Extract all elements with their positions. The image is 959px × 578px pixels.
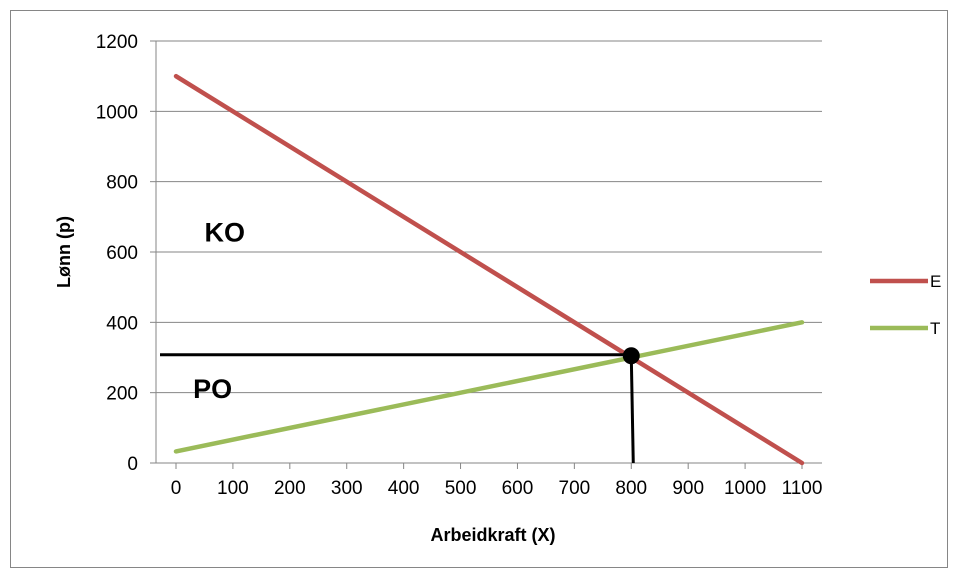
series-lines <box>173 73 805 466</box>
x-tick-labels: 0 100 200 300 400 500 600 700 800 900 1000 1100 <box>171 478 823 499</box>
x-tick-label-800: 800 <box>615 478 647 499</box>
x-tick-label-100: 100 <box>217 478 249 499</box>
annotation-po: PO <box>193 374 232 404</box>
x-tick-label-0: 0 <box>171 478 182 499</box>
x-tick-label-400: 400 <box>388 478 420 499</box>
y-tick-label-800: 800 <box>106 173 138 194</box>
x-axis-title: Arbeidkraft (X) <box>430 525 555 545</box>
y-tick-label-0: 0 <box>127 454 138 475</box>
equilibrium-guides <box>160 347 640 464</box>
x-tick-label-900: 900 <box>672 478 704 499</box>
x-tick-label-200: 200 <box>274 478 306 499</box>
annotation-ko: KO <box>204 217 245 247</box>
x-tick-label-700: 700 <box>559 478 591 499</box>
x-tick-label-1000: 1000 <box>724 478 766 499</box>
y-tick-label-600: 600 <box>106 243 138 264</box>
legend-label-E: E <box>930 272 941 291</box>
equilibrium-vertical-line <box>629 355 635 464</box>
y-tick-label-400: 400 <box>106 313 138 334</box>
series-line-E <box>173 73 805 466</box>
y-axis-title: Lønn (p) <box>54 216 74 288</box>
legend-label-T: T <box>930 319 940 338</box>
equilibrium-point <box>622 347 640 365</box>
y-tick-label-1200: 1200 <box>96 32 138 53</box>
axes <box>150 40 822 469</box>
series-line-T <box>173 320 805 454</box>
y-tick-label-200: 200 <box>106 384 138 405</box>
y-tick-labels: 0 200 400 600 800 1000 1200 <box>96 32 138 475</box>
chart-frame <box>10 10 948 568</box>
legend: ET <box>870 272 941 338</box>
x-tick-label-500: 500 <box>445 478 477 499</box>
y-tick-label-1000: 1000 <box>96 102 138 123</box>
x-tick-label-300: 300 <box>331 478 363 499</box>
annotations: KO PO <box>193 217 245 403</box>
x-tick-label-1100: 1100 <box>782 478 823 499</box>
x-tick-label-600: 600 <box>502 478 534 499</box>
gridlines <box>156 40 822 394</box>
